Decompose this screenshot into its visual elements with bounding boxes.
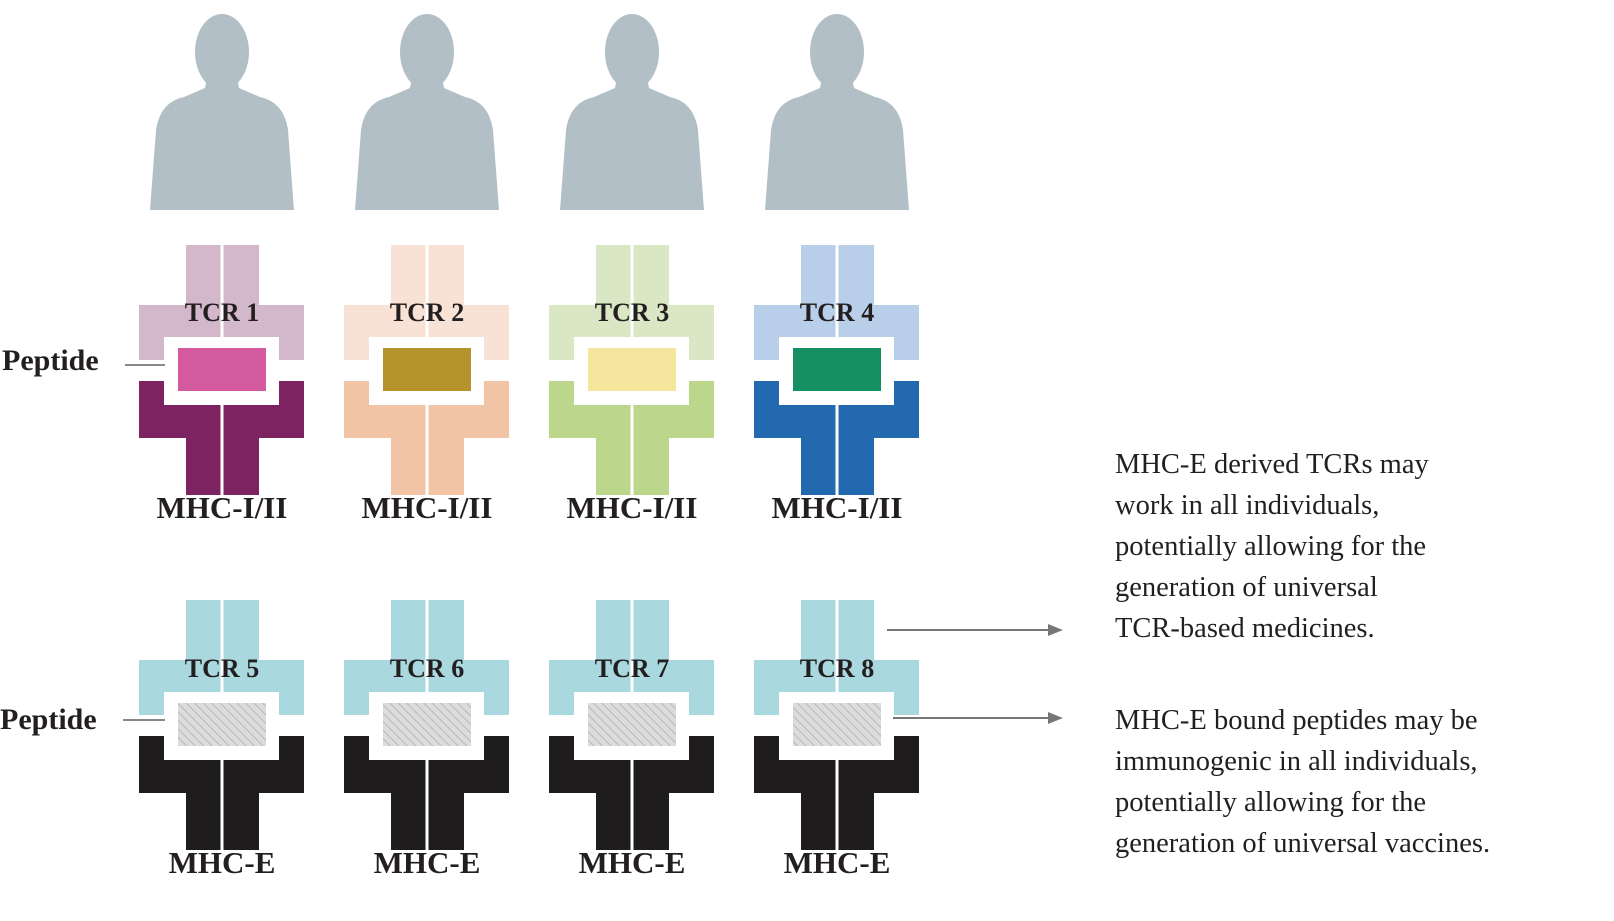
tcr-mhc-complex	[549, 245, 714, 495]
mhc-label: MHC-E	[578, 845, 686, 880]
note-line: MHC-E derived TCRs may	[1115, 449, 1429, 480]
mhc-label: MHC-I/II	[361, 490, 493, 525]
tcr-label: TCR 8	[799, 654, 875, 683]
note-line: work in all individuals,	[1115, 490, 1380, 521]
tcr-label: TCR 6	[389, 654, 465, 683]
peptide	[588, 703, 676, 746]
person-silhouette-icon	[560, 14, 704, 210]
mhc-label: MHC-I/II	[566, 490, 698, 525]
note-tcr: MHC-E derived TCRs may work in all indiv…	[1115, 444, 1605, 649]
tcr-label: TCR 7	[594, 654, 670, 683]
torso	[560, 78, 704, 210]
tcr-mhc-complex	[139, 600, 304, 850]
peptide-label-bottom: Peptide	[0, 703, 97, 736]
mhc-label: MHC-E	[168, 845, 276, 880]
peptide	[793, 348, 881, 391]
note-peptide: MHC-E bound peptides may be immunogenic …	[1115, 700, 1605, 864]
tcr-mhc-complex	[344, 245, 509, 495]
note-line: generation of universal	[1115, 572, 1378, 603]
peptide	[178, 348, 266, 391]
tcr-mhc-complex	[139, 245, 304, 495]
tcr-mhc-complex	[344, 600, 509, 850]
note-line: generation of universal vaccines.	[1115, 828, 1491, 859]
person-silhouette-icon	[355, 14, 499, 210]
head	[605, 14, 659, 90]
torso	[355, 78, 499, 210]
note-line: potentially allowing for the	[1115, 531, 1427, 562]
note-line: potentially allowing for the	[1115, 787, 1427, 818]
tcr-mhc-complex	[549, 600, 714, 850]
arrow-head-icon	[1048, 712, 1063, 724]
peptide	[383, 703, 471, 746]
mhc-label: MHC-E	[783, 845, 891, 880]
head	[400, 14, 454, 90]
tcr-label: TCR 2	[389, 298, 465, 327]
arrow-head-icon	[1048, 624, 1063, 636]
mhc-label: MHC-I/II	[156, 490, 288, 525]
torso	[765, 78, 909, 210]
tcr-label: TCR 1	[184, 298, 260, 327]
peptide	[178, 703, 266, 746]
person-silhouette-icon	[150, 14, 294, 210]
tcr-label: TCR 5	[184, 654, 260, 683]
mhc-label: MHC-I/II	[771, 490, 903, 525]
tcr-mhc-complex	[754, 245, 919, 495]
peptide	[793, 703, 881, 746]
tcr-label: TCR 4	[799, 298, 875, 327]
note-line: MHC-E bound peptides may be	[1115, 705, 1478, 736]
peptide	[383, 348, 471, 391]
torso	[150, 78, 294, 210]
mhc-label: MHC-E	[373, 845, 481, 880]
note-line: immunogenic in all individuals,	[1115, 746, 1478, 777]
person-silhouette-icon	[765, 14, 909, 210]
tcr-label: TCR 3	[594, 298, 670, 327]
head	[195, 14, 249, 90]
tcr-mhc-complex	[754, 600, 919, 850]
head	[810, 14, 864, 90]
peptide	[588, 348, 676, 391]
peptide-label-top: Peptide	[2, 344, 99, 377]
note-line: TCR-based medicines.	[1115, 613, 1375, 644]
